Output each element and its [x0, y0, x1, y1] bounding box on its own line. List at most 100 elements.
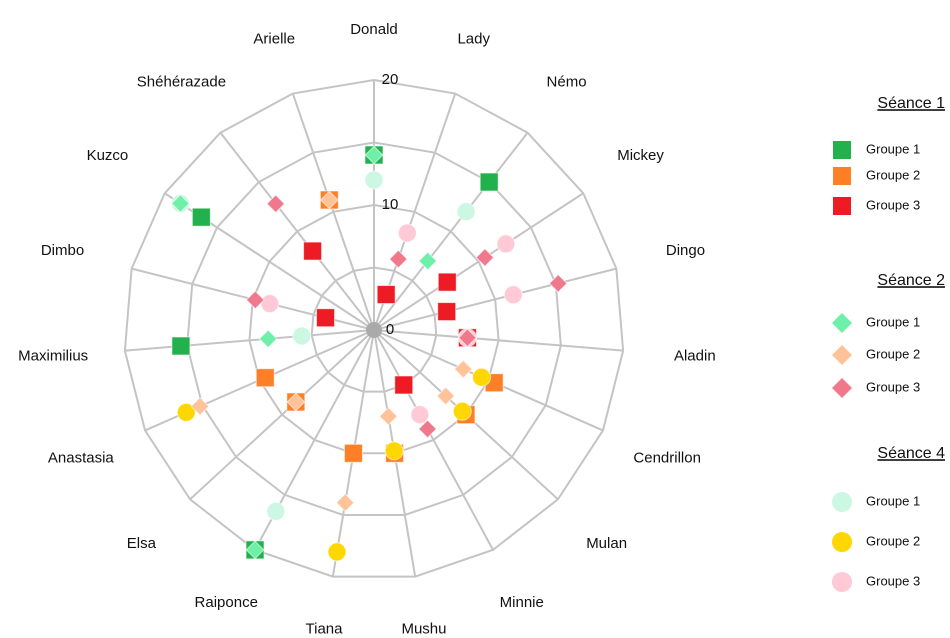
point	[472, 367, 492, 387]
point	[394, 375, 414, 395]
category-label: Anastasia	[48, 450, 115, 467]
legend-label: Groupe 2	[866, 167, 920, 182]
grid-ring	[248, 203, 500, 455]
point	[548, 273, 568, 293]
point	[286, 392, 306, 412]
point	[191, 207, 211, 227]
point	[452, 401, 472, 421]
legend-label: Groupe 2	[866, 533, 920, 548]
y-tick-label: 0	[386, 321, 394, 338]
point	[475, 248, 495, 267]
point	[176, 402, 196, 422]
legend-swatch	[832, 532, 852, 552]
point	[258, 329, 278, 349]
point	[397, 223, 417, 243]
point	[388, 249, 408, 269]
point	[266, 501, 286, 521]
center	[366, 322, 382, 338]
point	[255, 368, 275, 388]
legend-swatch	[832, 572, 852, 592]
y-tick-label: 10	[382, 196, 399, 213]
category-label: Raiponce	[195, 594, 258, 611]
legend-swatch	[832, 313, 852, 333]
legend-label: Groupe 1	[866, 141, 920, 156]
point	[496, 234, 516, 254]
category-label: Maximilius	[18, 348, 88, 365]
legend-label: Groupe 3	[866, 197, 920, 212]
point	[260, 294, 280, 314]
legend-swatch	[832, 345, 852, 365]
point	[292, 326, 312, 346]
point	[303, 241, 323, 261]
legend-swatch	[832, 492, 852, 512]
point	[245, 290, 265, 310]
legend-swatch	[833, 141, 851, 159]
y-tick-label: 20	[382, 71, 399, 88]
category-label: Mickey	[617, 147, 664, 164]
point	[378, 406, 398, 426]
category-label: Shéhérazade	[137, 74, 226, 91]
category-label: Tiana	[306, 620, 344, 637]
category-label: Arielle	[253, 30, 295, 47]
legend-label: Groupe 2	[866, 346, 920, 361]
spoke	[291, 93, 375, 331]
category-label: Mulan	[586, 535, 627, 552]
point	[384, 441, 404, 461]
point	[453, 359, 473, 379]
legend-label: Groupe 3	[866, 379, 920, 394]
point	[171, 336, 191, 356]
spoke	[219, 132, 375, 331]
spoke	[373, 132, 529, 331]
spoke	[373, 267, 617, 331]
point	[418, 251, 438, 271]
point	[418, 419, 438, 439]
spoke	[189, 329, 375, 501]
legend-heading: Séance 2	[877, 272, 945, 289]
category-label: Dimbo	[41, 242, 84, 259]
category-label: Elsa	[127, 535, 157, 552]
spoke	[373, 192, 584, 331]
legend-label: Groupe 1	[866, 314, 920, 329]
spoke	[124, 329, 375, 352]
point	[319, 190, 339, 210]
legend-swatch	[833, 197, 851, 215]
legend-heading: Séance 4	[877, 445, 945, 462]
point	[437, 272, 457, 292]
point	[364, 145, 384, 165]
category-label: Kuzco	[87, 147, 129, 164]
point	[327, 542, 347, 562]
point	[436, 386, 456, 406]
point	[376, 285, 396, 305]
legend-swatch	[832, 378, 852, 398]
spoke	[373, 329, 624, 352]
point	[437, 302, 457, 322]
category-label: Minnie	[500, 594, 544, 611]
category-label: Aladin	[674, 348, 716, 365]
category-label: Donald	[350, 21, 398, 38]
point	[266, 194, 286, 214]
point	[503, 285, 523, 305]
point	[190, 396, 210, 416]
legend-swatch	[833, 167, 851, 185]
legend-label: Groupe 1	[866, 493, 920, 508]
legend-label: Groupe 3	[866, 573, 920, 588]
category-label: Mushu	[401, 620, 446, 637]
point	[335, 493, 355, 513]
grid-ring	[310, 266, 438, 393]
point	[170, 194, 190, 213]
category-label: Lady	[457, 30, 490, 47]
point	[364, 170, 384, 190]
point	[316, 308, 336, 328]
point	[343, 443, 363, 463]
category-label: Dingo	[666, 242, 705, 259]
grid-ring	[186, 141, 562, 516]
point	[479, 172, 499, 192]
point	[457, 328, 477, 348]
legend-heading: Séance 1	[877, 95, 945, 112]
spoke	[373, 329, 494, 551]
grid-ring	[123, 78, 625, 578]
category-label: Cendrillon	[633, 450, 701, 467]
point	[410, 405, 430, 425]
category-label: Némo	[547, 74, 587, 91]
